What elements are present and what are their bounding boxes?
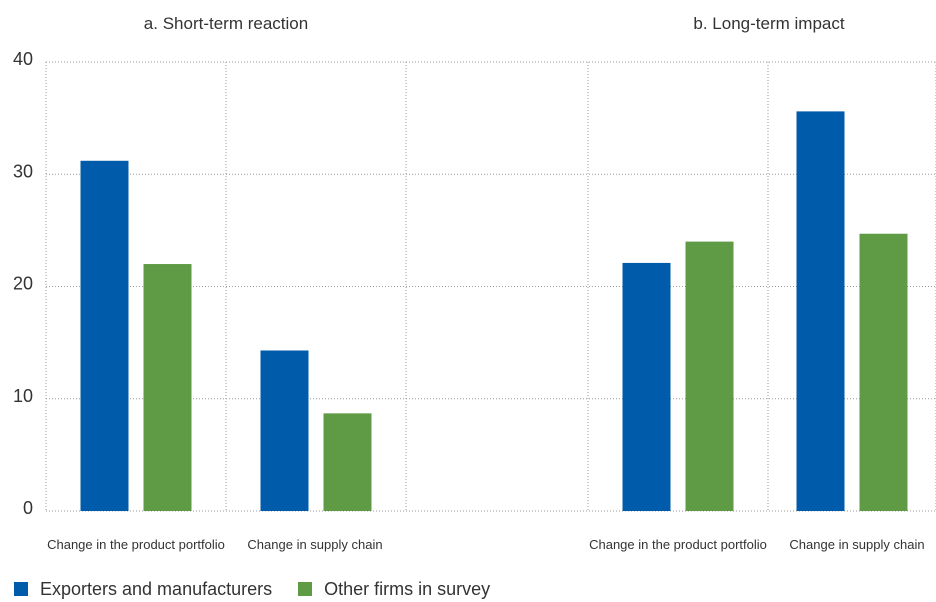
legend: Exporters and manufacturers Other firms … [14, 578, 516, 600]
bars [80, 111, 908, 511]
y-tick-label: 20 [13, 274, 33, 294]
bar-other-firms-panel0-cat0 [143, 264, 192, 511]
bar-other-firms-panel0-cat1 [323, 413, 372, 511]
legend-swatch-exporters [14, 582, 28, 596]
y-tick-label: 10 [13, 386, 33, 406]
bar-other-firms-panel1-cat0 [685, 241, 734, 511]
bar-exporters-panel1-cat1 [796, 111, 845, 511]
legend-swatch-other-firms [298, 582, 313, 596]
labels: a. Short-term reaction b. Long-term impa… [13, 14, 925, 552]
bar-exporters-panel0-cat0 [80, 160, 129, 511]
category-label-a-portfolio: Change in the product portfolio [47, 537, 225, 552]
grid [45, 61, 936, 512]
legend-item-exporters: Exporters and manufacturers [14, 579, 272, 600]
bar-exporters-panel1-cat0 [622, 262, 671, 511]
category-label-b-portfolio: Change in the product portfolio [589, 537, 767, 552]
category-label-a-supply-chain: Change in supply chain [247, 537, 382, 552]
legend-label-other-firms: Other firms in survey [324, 578, 491, 599]
legend-item-other-firms: Other firms in survey [298, 579, 490, 600]
bar-other-firms-panel1-cat1 [859, 233, 908, 511]
y-tick-label: 30 [13, 161, 33, 181]
category-label-b-supply-chain: Change in supply chain [789, 537, 924, 552]
bar-exporters-panel0-cat1 [260, 350, 309, 511]
y-tick-label: 40 [13, 49, 33, 69]
y-tick-label: 0 [23, 498, 33, 518]
legend-label-exporters: Exporters and manufacturers [40, 578, 273, 599]
panel-title-a: a. Short-term reaction [144, 14, 308, 33]
panel-title-b: b. Long-term impact [693, 14, 844, 33]
